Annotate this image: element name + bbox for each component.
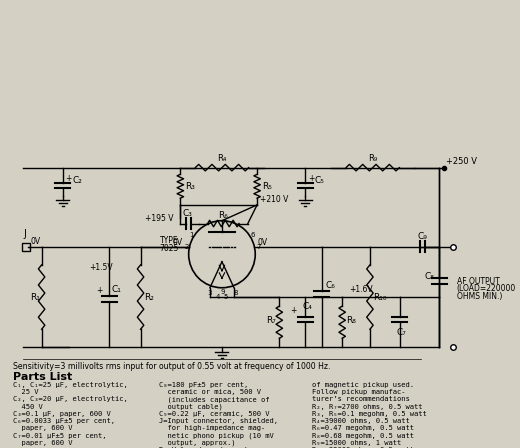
- Text: output cable): output cable): [159, 404, 223, 410]
- Text: +250 V: +250 V: [446, 157, 477, 166]
- Text: +195 V: +195 V: [145, 214, 174, 223]
- Text: C₂, C₃=20 μF, electrolytic,: C₂, C₃=20 μF, electrolytic,: [13, 396, 128, 402]
- Text: R₅: R₅: [262, 182, 271, 191]
- Text: 2: 2: [184, 244, 188, 250]
- Text: R₁₀=22000 ohms, 0.5 watt: R₁₀=22000 ohms, 0.5 watt: [311, 447, 414, 448]
- Text: C₇: C₇: [397, 328, 407, 337]
- Text: 4: 4: [215, 294, 220, 300]
- Text: C₉: C₉: [417, 233, 427, 241]
- Text: +210 V: +210 V: [260, 195, 288, 204]
- Text: 3: 3: [207, 290, 212, 296]
- Text: R₄: R₄: [217, 154, 227, 163]
- Text: 7025: 7025: [160, 244, 179, 253]
- Text: R₆: R₆: [218, 211, 228, 220]
- Text: C₆=0.0033 μF±5 per cent,: C₆=0.0033 μF±5 per cent,: [13, 418, 115, 424]
- Text: TYPE: TYPE: [160, 236, 178, 245]
- Text: 7: 7: [256, 244, 261, 250]
- Text: +: +: [66, 174, 72, 183]
- Text: +: +: [96, 286, 102, 295]
- Text: 6: 6: [251, 233, 255, 238]
- Text: netic phono pickup (10 mV: netic phono pickup (10 mV: [159, 433, 274, 439]
- Text: 0V: 0V: [257, 238, 267, 247]
- Text: Parts List: Parts List: [13, 371, 72, 382]
- Text: C₄: C₄: [303, 302, 313, 311]
- Text: R₉: R₉: [368, 154, 378, 163]
- Text: Sensitivity=3 millivolts rms input for output of 0.55 volt at frequency of 1000 : Sensitivity=3 millivolts rms input for o…: [13, 362, 330, 371]
- Text: 9: 9: [220, 289, 225, 295]
- Text: Follow pickup manufac-: Follow pickup manufac-: [311, 389, 405, 395]
- Text: R₇: R₇: [266, 316, 276, 325]
- Text: paper, 600 V: paper, 600 V: [13, 426, 72, 431]
- Text: turer’s recommendations: turer’s recommendations: [311, 396, 409, 402]
- Text: 25 V: 25 V: [13, 389, 38, 395]
- Text: of magnetic pickup used.: of magnetic pickup used.: [311, 382, 414, 388]
- Text: 450 V: 450 V: [13, 404, 43, 409]
- Text: 0V: 0V: [172, 238, 182, 247]
- Text: C₁, C₁=25 μF, electrolytic,: C₁, C₁=25 μF, electrolytic,: [13, 382, 128, 388]
- Text: R₂: R₂: [144, 293, 154, 302]
- Text: R₃: R₃: [185, 182, 195, 191]
- Text: 0V: 0V: [31, 237, 41, 246]
- Text: AF OUTPUT: AF OUTPUT: [457, 277, 500, 286]
- Text: output, approx.): output, approx.): [159, 440, 236, 446]
- Text: R₈: R₈: [346, 316, 356, 325]
- Text: C₇=0.01 μF±5 per cent,: C₇=0.01 μF±5 per cent,: [13, 433, 107, 439]
- Text: R₁₀: R₁₀: [374, 293, 387, 302]
- Text: +1.5V: +1.5V: [89, 263, 112, 272]
- Text: +: +: [290, 306, 297, 315]
- Text: R₃, R₅=0.1 megohm, 0.5 watt: R₃, R₅=0.1 megohm, 0.5 watt: [311, 411, 426, 417]
- Text: (LOAD=220000: (LOAD=220000: [457, 284, 516, 293]
- Text: C₉=0.22 μF, ceramic, 500 V: C₉=0.22 μF, ceramic, 500 V: [159, 411, 269, 417]
- Text: R₄=39000 ohms, 0.5 watt: R₄=39000 ohms, 0.5 watt: [311, 418, 409, 424]
- Text: C₈: C₈: [424, 272, 434, 281]
- Text: C₈=180 pF±5 per cent,: C₈=180 pF±5 per cent,: [159, 382, 249, 388]
- Text: paper, 600 V: paper, 600 V: [13, 440, 72, 446]
- Text: C₃=0.1 μF, paper, 600 V: C₃=0.1 μF, paper, 600 V: [13, 411, 111, 417]
- Text: R₂, R₇=2700 ohms, 0.5 watt: R₂, R₇=2700 ohms, 0.5 watt: [311, 404, 422, 409]
- Text: 1: 1: [190, 233, 194, 238]
- Text: C₅: C₅: [315, 176, 324, 185]
- Text: +1.6V: +1.6V: [349, 285, 373, 294]
- Text: for high-impedance mag-: for high-impedance mag-: [159, 426, 265, 431]
- Text: 5: 5: [224, 294, 228, 300]
- Text: J: J: [23, 229, 27, 240]
- Text: J=Input connector, shielded,: J=Input connector, shielded,: [159, 418, 278, 424]
- Text: 8: 8: [234, 290, 239, 296]
- Text: ceramic or mica, 500 V: ceramic or mica, 500 V: [159, 389, 261, 395]
- Text: R₁=Value depends on type: R₁=Value depends on type: [159, 447, 261, 448]
- Text: +: +: [308, 174, 314, 183]
- Text: (includes capacitance of: (includes capacitance of: [159, 396, 269, 403]
- Text: R₈=0.68 megohm, 0.5 watt: R₈=0.68 megohm, 0.5 watt: [311, 433, 414, 439]
- Text: C₆: C₆: [326, 281, 335, 290]
- Text: C₁: C₁: [112, 285, 122, 294]
- Text: C₂: C₂: [72, 176, 82, 185]
- Text: R₆=0.47 megohm, 0.5 watt: R₆=0.47 megohm, 0.5 watt: [311, 426, 414, 431]
- Text: R₉=15000 ohms, 1 watt: R₉=15000 ohms, 1 watt: [311, 440, 401, 446]
- Text: OHMS MIN.): OHMS MIN.): [457, 292, 502, 301]
- Text: C₃: C₃: [182, 209, 192, 218]
- Text: R₁: R₁: [31, 293, 41, 302]
